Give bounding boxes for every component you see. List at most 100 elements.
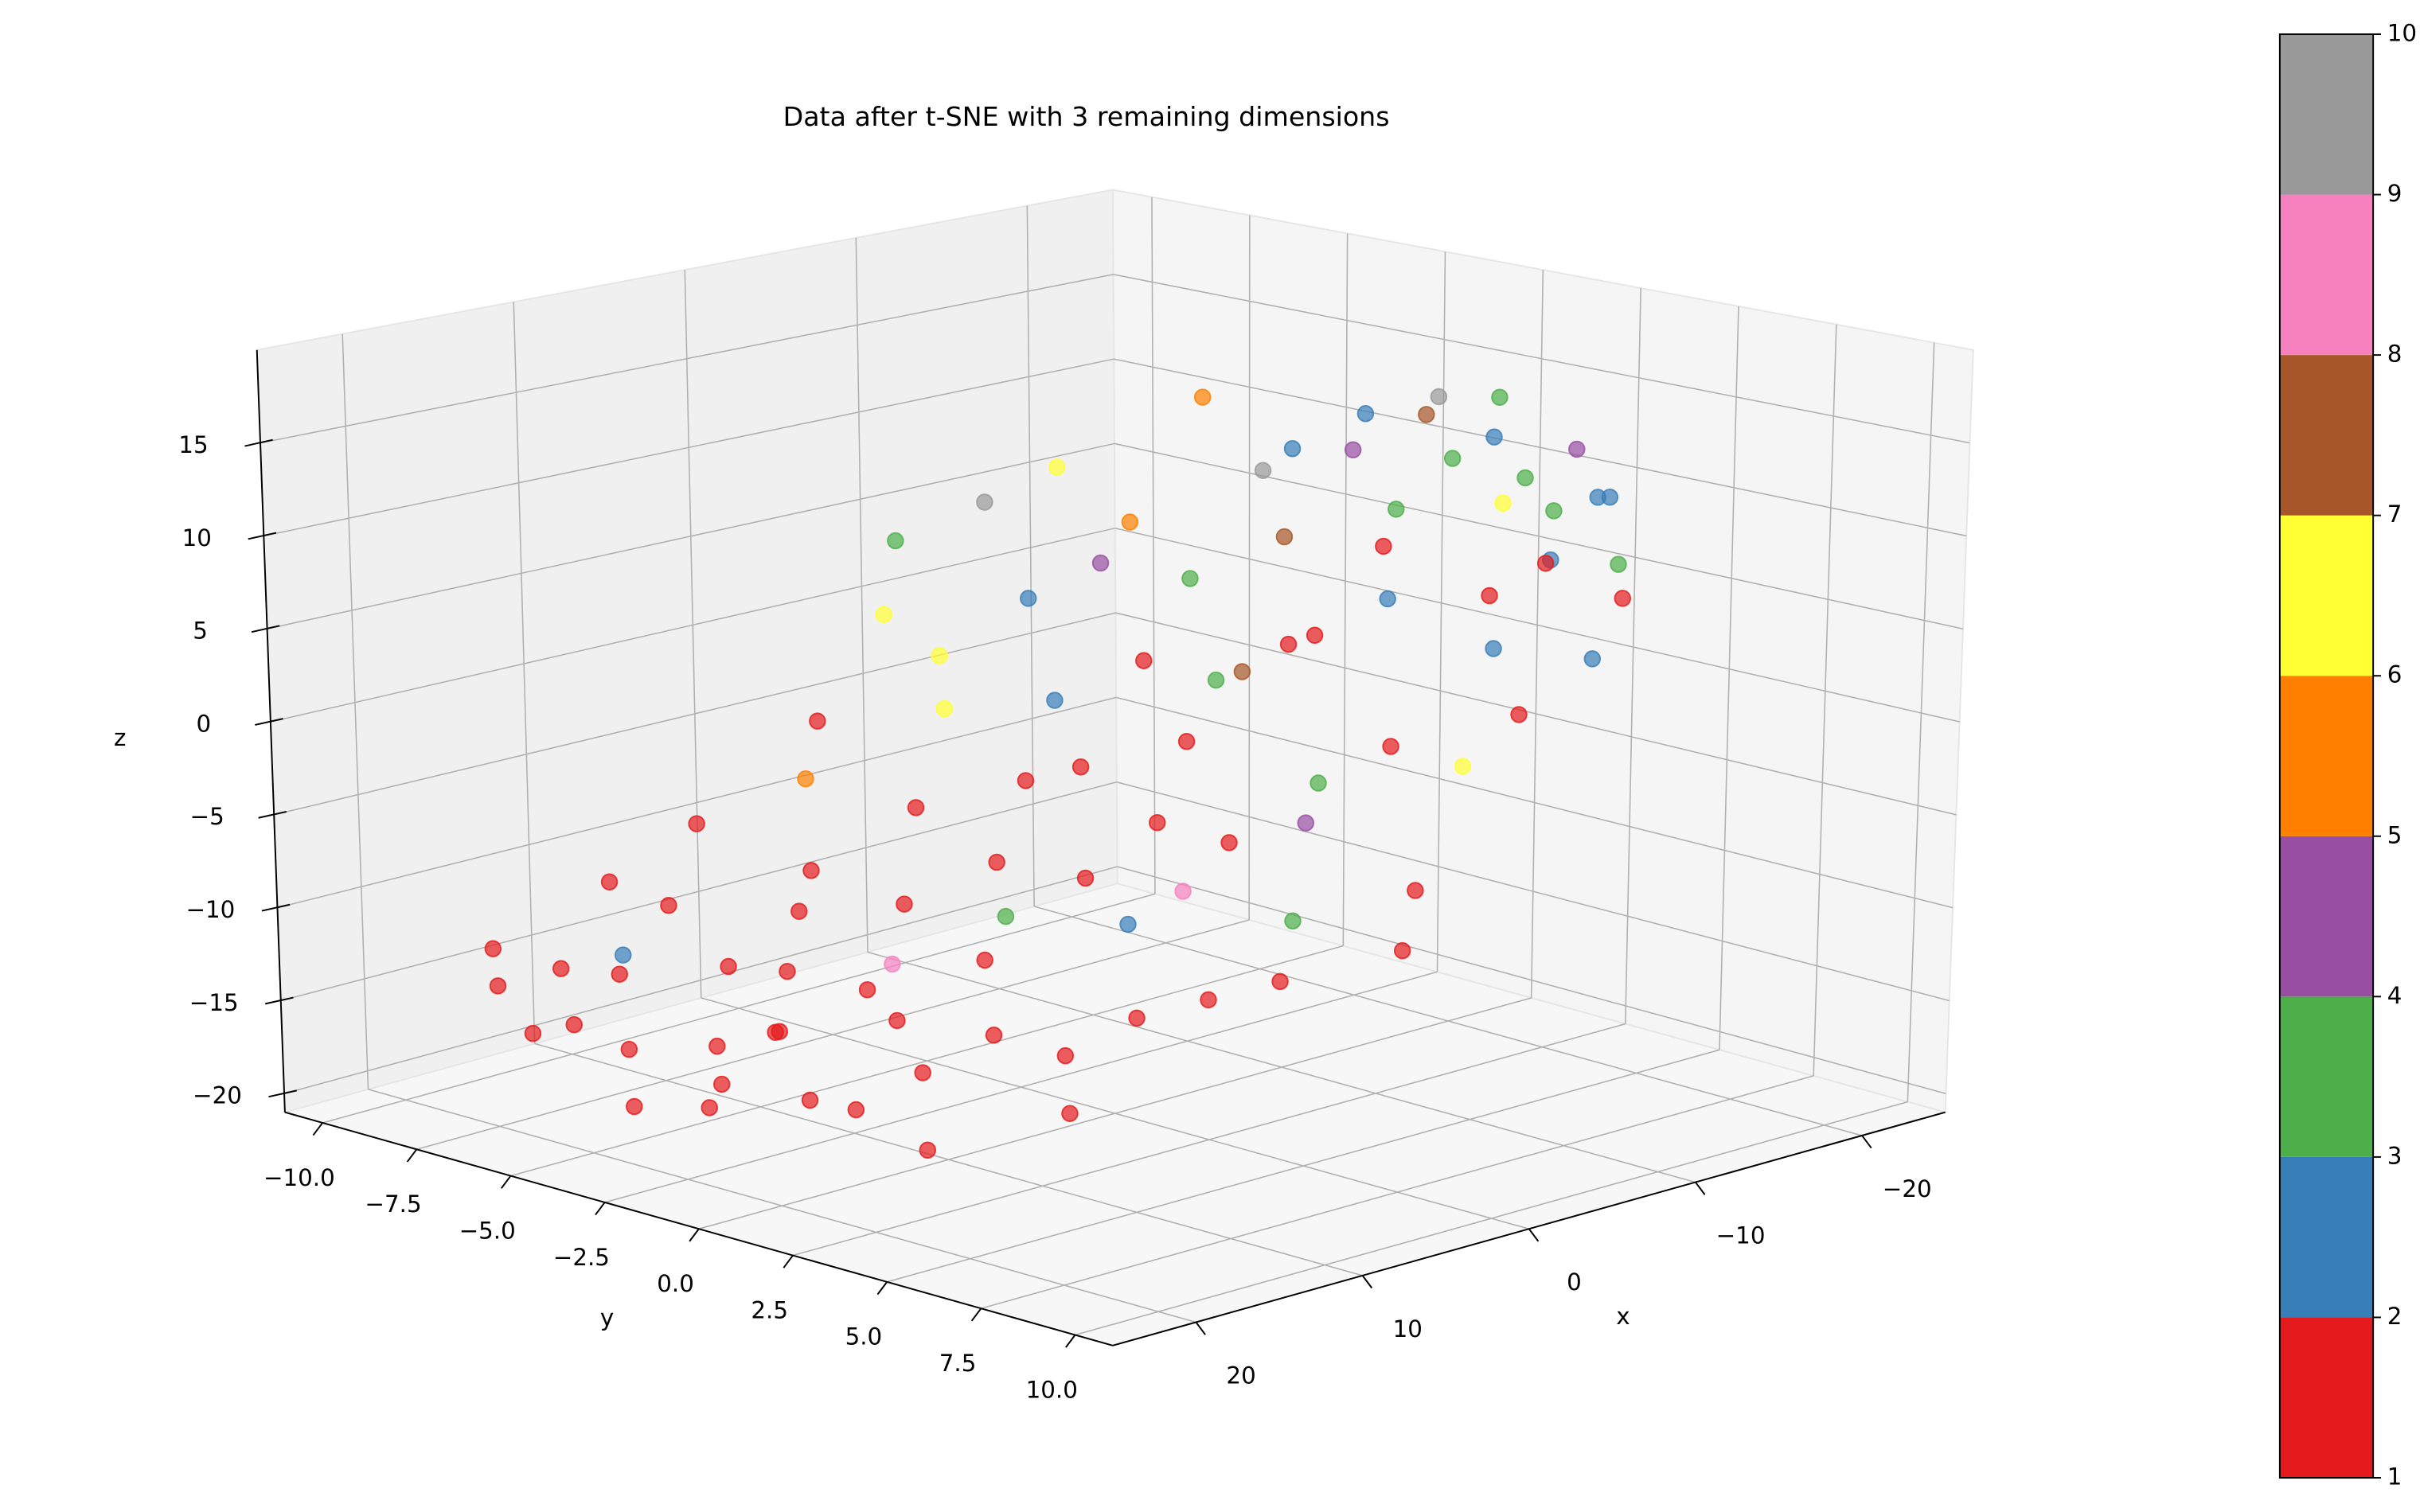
tick-mark	[1195, 1321, 1206, 1335]
y-tick-label: −7.5	[365, 1191, 421, 1218]
data-point	[1610, 555, 1627, 573]
data-point	[1494, 494, 1512, 512]
data-point	[976, 493, 993, 511]
tick-mark	[248, 532, 277, 540]
data-point	[1061, 1105, 1079, 1122]
data-point	[1284, 912, 1302, 929]
tick-mark	[783, 1254, 794, 1268]
grid-line	[322, 893, 1156, 1124]
data-point	[1485, 428, 1503, 446]
data-point	[801, 1091, 819, 1109]
data-point	[1174, 883, 1192, 900]
grid-line	[981, 1075, 1814, 1309]
data-point	[988, 853, 1005, 871]
data-point	[1193, 388, 1212, 406]
data-point	[1481, 586, 1498, 605]
data-point	[1119, 915, 1137, 933]
tick-mark	[501, 1175, 512, 1189]
data-point	[1181, 570, 1199, 587]
colorbar-segment	[2279, 1317, 2374, 1478]
colorbar-tick-label: 1	[2387, 1463, 2402, 1490]
data-point	[875, 606, 892, 623]
y-tick-label: 10.0	[1026, 1376, 1078, 1403]
data-point	[1091, 554, 1110, 572]
z-axis	[256, 349, 286, 1113]
tick-mark	[1361, 1275, 1373, 1289]
y-tick-label: −10.0	[263, 1164, 335, 1191]
grid-line	[1114, 358, 1967, 537]
tick-mark	[261, 903, 291, 912]
grid-line	[283, 866, 1118, 1095]
z-tick-label: −15	[189, 989, 239, 1016]
grid-line	[260, 274, 1114, 444]
grid-line	[263, 358, 1114, 537]
grid-line	[1114, 527, 1960, 723]
data-point	[708, 1037, 726, 1055]
data-point	[1121, 513, 1139, 531]
data-point	[713, 1075, 731, 1093]
grid-line	[1719, 306, 1739, 1050]
data-point	[1306, 626, 1324, 645]
data-point	[720, 957, 737, 976]
data-point	[935, 699, 954, 718]
data-point	[919, 1141, 937, 1159]
data-point	[888, 1011, 906, 1030]
tick-mark	[876, 1281, 888, 1296]
tick-mark	[1065, 1334, 1076, 1348]
data-point	[1407, 882, 1424, 899]
data-point	[884, 955, 901, 973]
x-axis	[1112, 1111, 1946, 1346]
colorbar-tick-label: 7	[2387, 501, 2402, 528]
data-point	[1583, 650, 1602, 668]
chart-title: Data after t-SNE with 3 remaining dimens…	[783, 101, 1390, 132]
data-point	[1418, 406, 1435, 423]
data-point	[1233, 663, 1251, 680]
grid-line	[1075, 1101, 1908, 1336]
tick-mark	[244, 438, 273, 447]
colorbar-segment	[2279, 194, 2374, 356]
data-point	[1275, 528, 1294, 546]
tick-mark	[312, 1122, 323, 1136]
data-point	[1056, 1046, 1075, 1065]
grid-line	[1813, 324, 1837, 1076]
data-point	[1128, 1009, 1146, 1027]
colorbar-frame	[2278, 33, 2375, 1479]
data-point	[1254, 462, 1272, 479]
data-point	[1076, 869, 1095, 887]
data-point	[976, 951, 993, 969]
tick-mark	[265, 996, 294, 1005]
data-point	[1516, 469, 1534, 487]
colorbar-tick-label: 6	[2387, 661, 2402, 688]
grid-line	[1436, 251, 1446, 972]
tick-mark	[268, 1089, 297, 1098]
data-point	[1430, 388, 1448, 406]
grid-line	[604, 971, 1438, 1203]
data-point	[1344, 441, 1362, 458]
data-point	[1545, 502, 1563, 520]
data-point	[701, 1099, 718, 1116]
grid-line	[280, 781, 1118, 1002]
colorbar-segment	[2279, 1156, 2374, 1318]
data-point	[524, 1024, 542, 1042]
tick-mark	[1528, 1228, 1540, 1242]
y-tick-label: 7.5	[939, 1350, 977, 1377]
data-point	[660, 897, 677, 914]
tick-mark	[595, 1202, 606, 1216]
data-point	[1046, 692, 1064, 709]
colorbar-segment	[2279, 836, 2374, 997]
data-point	[1135, 652, 1153, 669]
z-tick-label: −20	[193, 1082, 242, 1109]
data-point	[1177, 733, 1196, 750]
data-point	[907, 799, 925, 816]
x-tick-label: 10	[1393, 1315, 1423, 1342]
grid-line	[1907, 342, 1935, 1102]
data-point	[1387, 501, 1405, 518]
z-tick-label: 5	[193, 618, 208, 645]
data-point	[620, 1040, 638, 1058]
data-point	[1614, 590, 1632, 607]
tick-mark	[1861, 1135, 1872, 1149]
grid-line	[1117, 866, 1946, 1095]
x-tick-label: 0	[1567, 1268, 1582, 1296]
data-point	[914, 1064, 931, 1081]
